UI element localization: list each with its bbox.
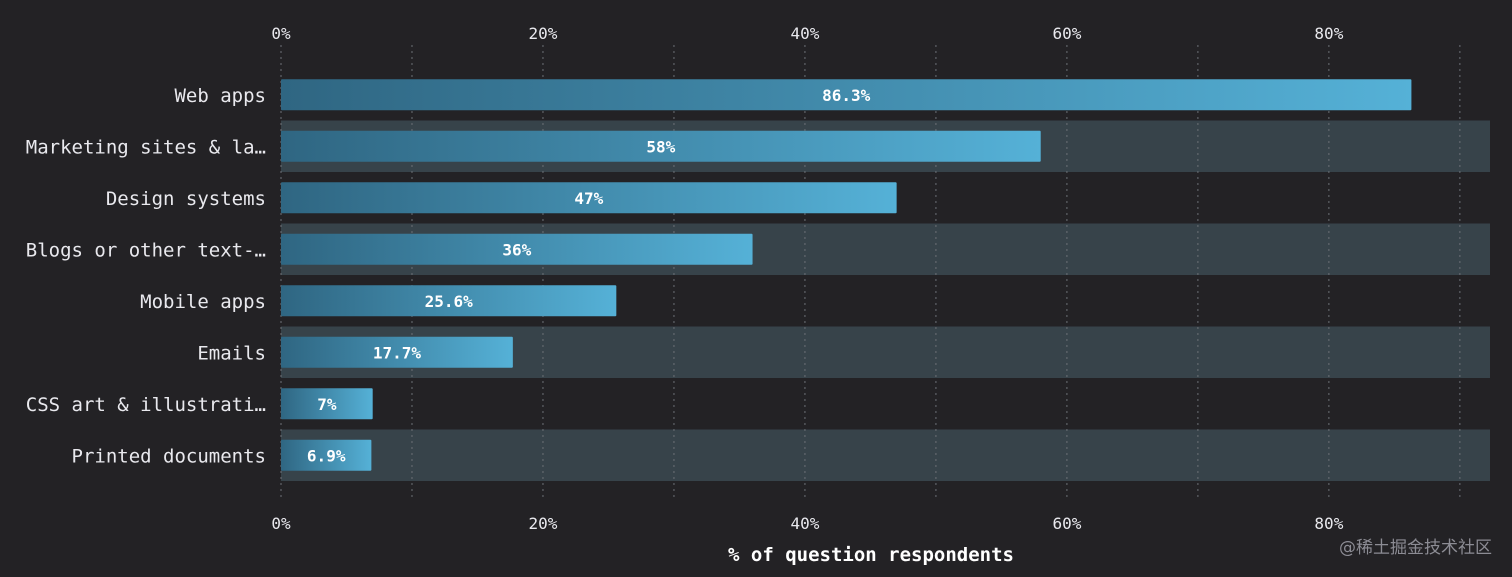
x-tick-label-bottom: 60% <box>1052 514 1081 533</box>
x-tick-label-top: 20% <box>529 24 558 43</box>
bar-value-label: 47% <box>574 189 603 208</box>
x-tick-label-top: 0% <box>271 24 291 43</box>
category-labels: Web apps Marketing sites & la… Design syst… <box>26 85 266 468</box>
row-band <box>281 429 1490 481</box>
bar-value-label: 6.9% <box>307 446 346 465</box>
x-tick-label-bottom: 80% <box>1314 514 1343 533</box>
bar-value-label: 25.6% <box>425 292 474 311</box>
watermark: @稀土掘金技术社区 <box>1339 538 1492 558</box>
value-labels: 86.3% 58% 47% 36% 25.6% 17.7% 7% 6.9% <box>307 86 871 466</box>
bar <box>281 233 753 265</box>
x-tick-label-top: 80% <box>1314 24 1343 43</box>
category-label: CSS art & illustrati… <box>26 394 266 416</box>
category-label: Marketing sites & la… <box>26 136 266 158</box>
bars <box>281 79 1412 471</box>
bar-value-label: 36% <box>502 240 531 259</box>
category-label: Printed documents <box>72 445 266 467</box>
bar <box>281 130 1041 162</box>
bar-value-label: 58% <box>646 137 675 156</box>
bar <box>281 285 617 317</box>
category-label: Design systems <box>106 188 266 210</box>
x-axis-bottom: 0% 20% 40% 60% 80% <box>271 514 1343 533</box>
bar <box>281 182 897 214</box>
x-tick-label-bottom: 0% <box>271 514 291 533</box>
category-label: Web apps <box>174 85 266 107</box>
bar <box>281 79 1412 111</box>
x-tick-label-bottom: 20% <box>529 514 558 533</box>
bar-value-label: 7% <box>317 395 337 414</box>
x-tick-label-top: 40% <box>790 24 819 43</box>
row-bands <box>281 120 1490 481</box>
x-tick-label-top: 60% <box>1052 24 1081 43</box>
x-axis-title: % of question respondents <box>728 544 1014 566</box>
x-axis-top: 0% 20% 40% 60% 80% <box>271 24 1343 43</box>
bar <box>281 388 373 420</box>
category-label: Mobile apps <box>140 291 266 313</box>
bar-value-label: 17.7% <box>373 343 422 362</box>
x-tick-label-bottom: 40% <box>790 514 819 533</box>
bar <box>281 336 513 368</box>
category-label: Blogs or other text-… <box>26 239 266 261</box>
bar-value-label: 86.3% <box>822 86 871 105</box>
category-label: Emails <box>197 342 266 364</box>
bar <box>281 439 372 471</box>
